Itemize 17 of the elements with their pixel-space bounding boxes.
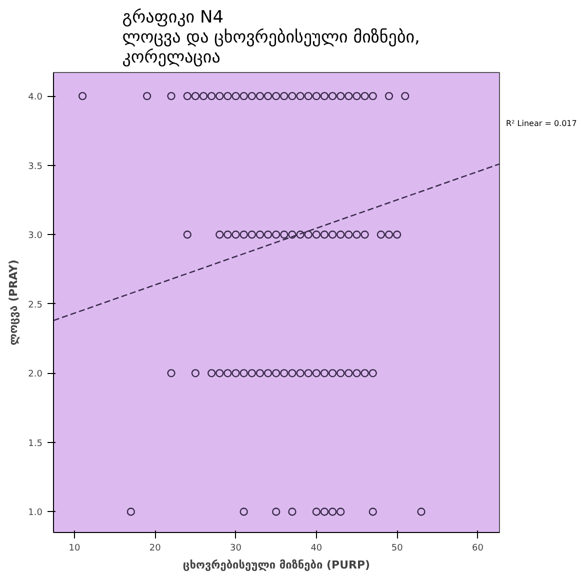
y-tick-label: 1.0 xyxy=(28,508,43,518)
y-tick-label: 2.5 xyxy=(28,300,43,310)
y-tick-label: 4.0 xyxy=(28,92,43,103)
x-tick-label: 30 xyxy=(230,544,242,554)
y-tick-label: 1.5 xyxy=(28,438,43,449)
x-tick-label: 20 xyxy=(149,544,162,554)
y-tick-label: 2.0 xyxy=(28,370,43,380)
x-axis-title: ცხოვრებისეული მიზნები (PURP) xyxy=(182,558,370,572)
chart-title: გრაფიკი N4 ლოცვა და ცხოვრებისეული მიზნები, კორელაცია xyxy=(122,8,420,68)
x-tick-label: 10 xyxy=(68,544,80,554)
x-tick-label: 40 xyxy=(310,544,322,554)
y-tick-label: 3.5 xyxy=(28,162,43,172)
text: R² Linear = 0.017 xyxy=(506,118,577,130)
x-tick-label: 60 xyxy=(472,544,484,554)
y-axis-title: ლოცვა (PRAY) xyxy=(7,260,20,346)
x-tick-label: 50 xyxy=(391,544,404,554)
y-tick-label: 3.0 xyxy=(28,231,43,242)
